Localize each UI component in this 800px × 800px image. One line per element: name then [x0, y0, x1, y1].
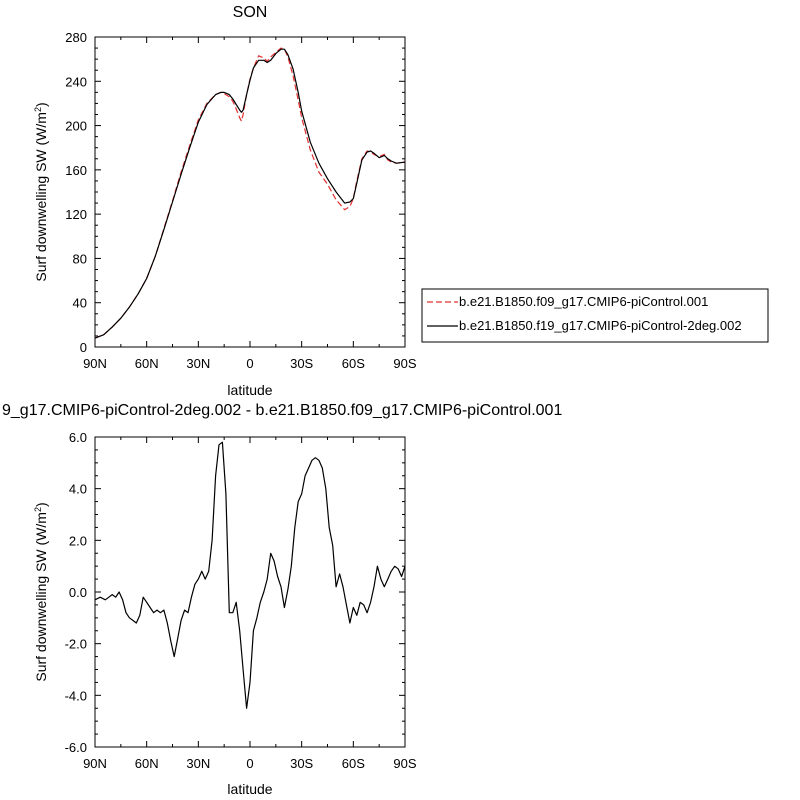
- bottom-x-tick-label: 60S: [342, 756, 365, 771]
- bottom-x-tick-label: 90S: [393, 756, 416, 771]
- top-y-axis-label: Surf downwelling SW (W/m2): [33, 102, 49, 281]
- bottom-series-line-1: [94, 441, 406, 709]
- bottom-y-tick-label: 4.0: [69, 482, 87, 497]
- top-x-tick-label: 30N: [186, 356, 210, 371]
- top-y-tick-label: 280: [65, 30, 87, 45]
- bottom-panel-title: 9_g17.CMIP6-piControl-2deg.002 - b.e21.B…: [2, 402, 562, 419]
- bottom-panel: 9_g17.CMIP6-piControl-2deg.002 - b.e21.B…: [2, 402, 562, 797]
- bottom-x-tick-label: 30N: [186, 756, 210, 771]
- top-x-tick-label: 60N: [135, 356, 159, 371]
- top-x-tick-label: 90S: [393, 356, 416, 371]
- bottom-series-lines: [94, 441, 406, 709]
- top-panel-title: SON: [233, 4, 268, 21]
- top-x-tick-label: 60S: [342, 356, 365, 371]
- bottom-x-tick-label: 90N: [83, 756, 107, 771]
- top-x-tick-label: 90N: [83, 356, 107, 371]
- top-plot-frame: [94, 36, 406, 348]
- bottom-plot-frame: [94, 436, 406, 748]
- top-y-tick-label: 160: [65, 163, 87, 178]
- top-x-axis-label: latitude: [227, 382, 272, 398]
- top-x-axis: 90N 60N 30N 0 30S 60S 90S: [83, 37, 417, 371]
- bottom-y-tick-label: 6.0: [69, 430, 87, 445]
- bottom-x-axis: 90N 60N 30N 0 30S 60S 90S: [83, 437, 417, 771]
- top-y-tick-label: 120: [65, 207, 87, 222]
- legend-label-series-1: b.e21.B1850.f09_g17.CMIP6-piControl.001: [459, 294, 708, 309]
- bottom-y-axis-label: Surf downwelling SW (W/m2): [33, 502, 49, 681]
- bottom-y-tick-label: 0.0: [69, 585, 87, 600]
- bottom-y-tick-label: -2.0: [65, 637, 87, 652]
- top-y-axis: 0 40 80 120 160 200 240 280: [65, 30, 405, 355]
- bottom-x-axis-label: latitude: [227, 781, 272, 797]
- top-x-tick-label: 30S: [290, 356, 313, 371]
- top-series-lines: [94, 47, 406, 339]
- top-y-tick-label: 240: [65, 74, 87, 89]
- top-y-tick-label: 0: [80, 340, 87, 355]
- top-series-line-1: [94, 47, 406, 339]
- bottom-x-tick-label: 30S: [290, 756, 313, 771]
- legend: b.e21.B1850.f09_g17.CMIP6-piControl.001 …: [421, 288, 769, 343]
- bottom-y-tick-label: 2.0: [69, 533, 87, 548]
- bottom-y-tick-label: -4.0: [65, 688, 87, 703]
- bottom-y-axis: -6.0 -4.0 -2.0 0.0 2.0 4.0 6.0: [65, 430, 405, 755]
- top-y-tick-label: 40: [73, 296, 87, 311]
- top-x-tick-label: 0: [246, 356, 253, 371]
- top-y-tick-label: 200: [65, 119, 87, 134]
- bottom-x-tick-label: 0: [246, 756, 253, 771]
- legend-box: [421, 288, 769, 343]
- bottom-x-tick-label: 60N: [135, 756, 159, 771]
- top-panel: SON 0 40 80 120 160 200 240 280 90N 60N 30N 0 30S 60…: [33, 4, 417, 398]
- top-y-tick-label: 80: [73, 251, 87, 266]
- top-series-line-2: [94, 48, 406, 339]
- legend-label-series-2: b.e21.B1850.f19_g17.CMIP6-piControl-2deg…: [459, 318, 742, 333]
- bottom-y-tick-label: -6.0: [65, 740, 87, 755]
